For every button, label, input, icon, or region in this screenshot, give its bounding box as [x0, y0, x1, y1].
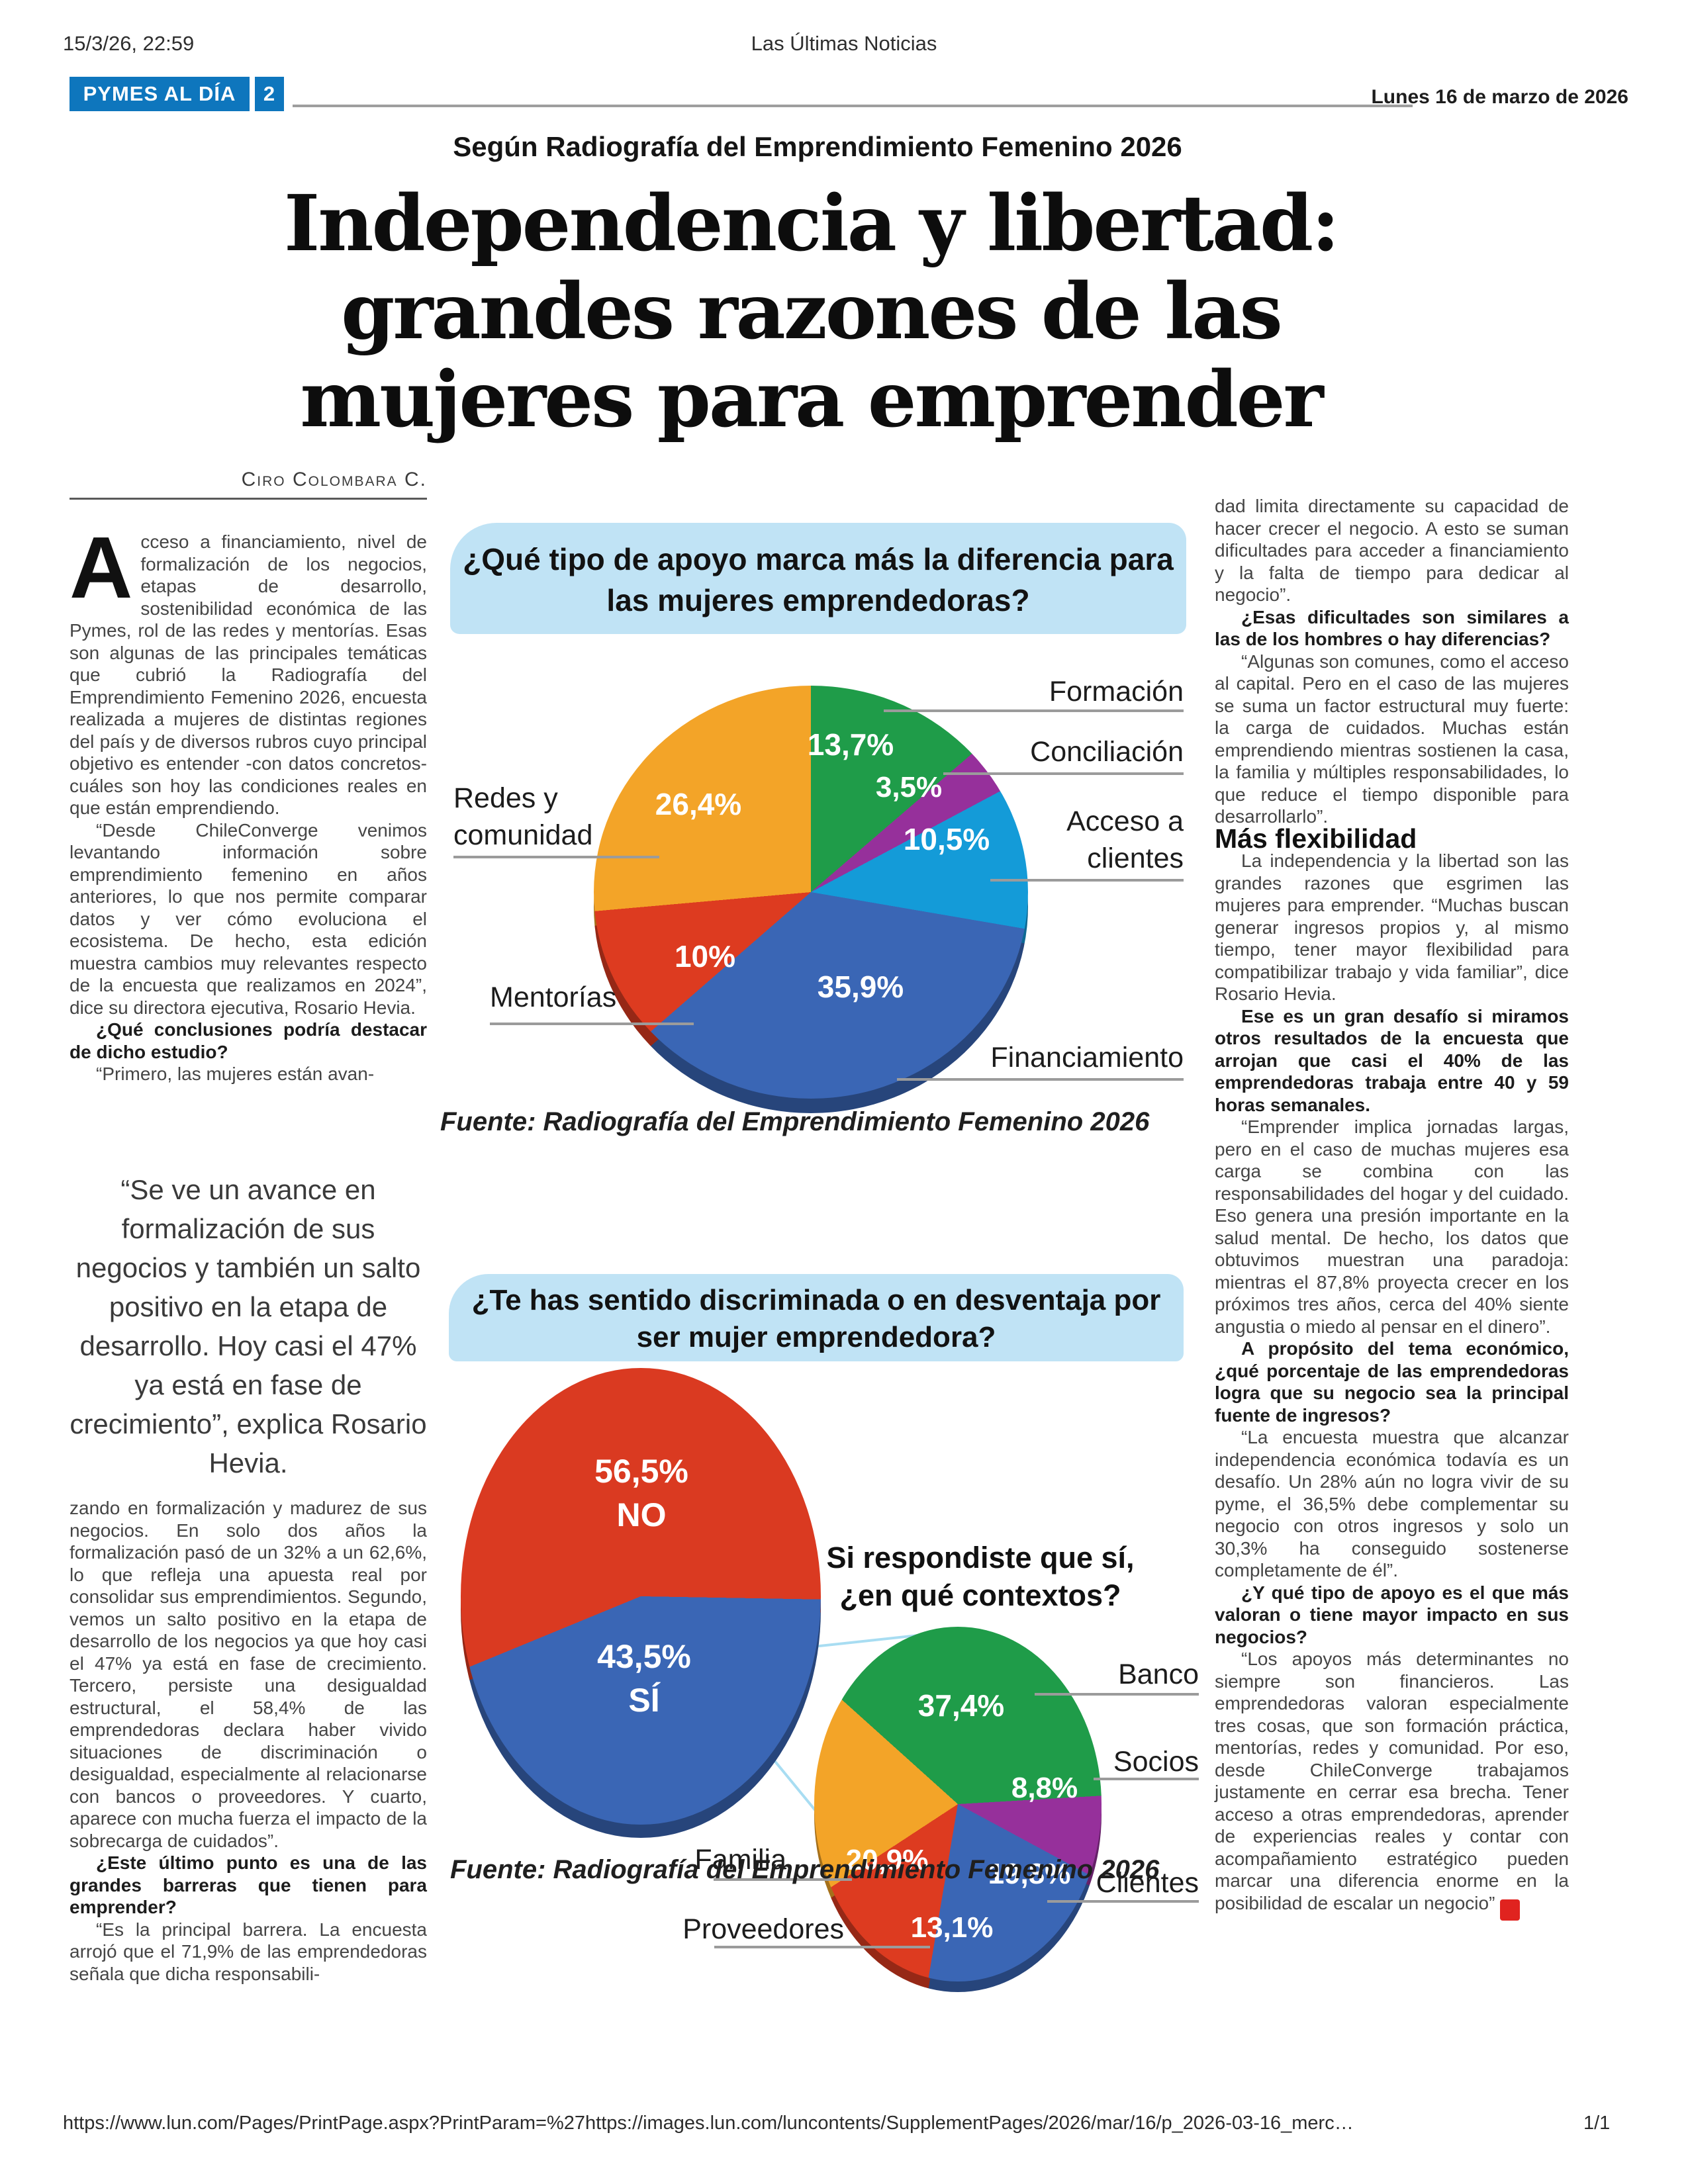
pie3-value-banco: 37,4% [917, 1688, 1005, 1723]
pie1-label-formacion: Formación [1049, 676, 1184, 707]
question-paragraph: ¿Este último punto es una de las grandes… [70, 1852, 427, 1917]
headline-line-2: grandes razones de las [341, 267, 1283, 357]
pie1-value-conciliacion: 3,5% [875, 771, 943, 803]
pie1-label-conciliacion: Conciliación [1030, 736, 1184, 768]
left-column-bottom: zando en formalización y madurez de sus … [70, 1497, 427, 1985]
footer-page-indicator: 1/1 [1583, 2113, 1611, 2134]
pie3-label-socios: Socios [1113, 1746, 1199, 1778]
pie1-value-redes: 26,4% [655, 787, 742, 821]
header-rule [293, 105, 1413, 107]
headline: Independencia y libertad: grandes razone… [113, 180, 1509, 444]
subhead: Más flexibilidad [1215, 823, 1417, 854]
pie3-label-proveedores: Proveedores [682, 1913, 844, 1945]
pie1-value-formacion: 13,7% [807, 727, 894, 762]
paragraph-text: cceso a financiamiento, nivel de formali… [70, 531, 427, 818]
chart2b-subtitle: Si respondiste que sí, ¿en qué contextos… [826, 1541, 1135, 1612]
pie1-leader-mentorias [490, 1023, 694, 1025]
pie3-label-banco: Banco [1118, 1659, 1199, 1690]
article-end-mark-icon: ▲ [1500, 1899, 1536, 1921]
pie1-leader-formacion [884, 709, 1184, 712]
chart-support-types: ¿Qué tipo de apoyo marca más la diferenc… [437, 513, 1188, 1168]
chart2-title: ¿Te has sentido discriminada o en desven… [449, 1274, 1184, 1361]
pie1-leader-redes [453, 856, 659, 858]
paragraph: “Primero, las mujeres están avan- [96, 1064, 375, 1084]
pie3-label-clientes: Clientes [1096, 1867, 1199, 1899]
pie2-label-no: NO [616, 1496, 667, 1533]
paragraph: La independencia y la libertad son las g… [1215, 850, 1569, 1004]
section-badge: PYMES AL DÍA [70, 77, 250, 111]
pie3-label-familia: Familia [694, 1844, 786, 1876]
kicker: Según Radiografía del Emprendimiento Fem… [453, 131, 1182, 162]
pie3-leader-proveedores [714, 1946, 930, 1948]
pie3-value-socios: 8,8% [1011, 1772, 1078, 1804]
chart1-source: Fuente: Radiografía del Emprendimiento F… [440, 1107, 1150, 1136]
pie3 [814, 1627, 1102, 1981]
pie3-value-clientes: 19,8% [988, 1858, 1071, 1890]
question-paragraph: A propósito del tema económico, ¿qué por… [1215, 1338, 1569, 1426]
pie3-value-proveedores: 13,1% [910, 1911, 994, 1944]
pie1-label-redes: Redes y comunidad [453, 782, 593, 851]
paragraph: “Es la principal barrera. La encuesta ar… [70, 1919, 427, 1984]
paragraph: “Desde ChileConverge venimos levantando … [70, 819, 427, 1018]
paragraph: dad limita directamente su capacidad de … [1215, 496, 1569, 605]
pie1-value-mentorias: 10% [674, 939, 736, 974]
pie2-value-si: 43,5% [597, 1638, 691, 1675]
question-paragraph: ¿Qué conclusiones podría destacar de dic… [70, 1019, 427, 1062]
pie1-label-mentorias: Mentorías [490, 981, 617, 1013]
pie1-leader-financiamiento [897, 1078, 1184, 1081]
paragraph-text: “Los apoyos más determinantes no siempre… [1215, 1649, 1569, 1913]
footer-url: https://www.lun.com/Pages/PrintPage.aspx… [63, 2113, 1354, 2134]
pie1 [594, 686, 1028, 1099]
headline-line-3: mujeres para emprender [300, 355, 1323, 445]
bold-paragraph: Ese es un gran desafío si miramos otros … [1215, 1005, 1569, 1115]
pie1-label-acceso: Acceso a clientes [1066, 805, 1184, 874]
right-column: dad limita directamente su capacidad de … [1215, 495, 1569, 1921]
pie2 [461, 1368, 821, 1825]
pie1-value-financiamiento: 35,9% [817, 970, 904, 1004]
print-timestamp: 15/3/26, 22:59 [63, 32, 195, 55]
pie1-leader-conciliacion [943, 772, 1184, 775]
pie1-label-financiamiento: Financiamiento [990, 1042, 1184, 1073]
paragraph: zando en formalización y madurez de sus … [70, 1498, 427, 1851]
page-number-badge: 2 [255, 77, 284, 111]
edition-date: Lunes 16 de marzo de 2026 [1371, 86, 1628, 108]
pie2-label-si: SÍ [628, 1682, 660, 1719]
paragraph: “Los apoyos más determinantes no siempre… [1215, 1648, 1569, 1921]
byline: Ciro Colombara C. [70, 469, 427, 500]
pie3-leader-banco [1035, 1693, 1199, 1696]
chart2-source: Fuente: Radiografía del Emprendimiento F… [450, 1855, 1160, 1884]
chart1-title: ¿Qué tipo de apoyo marca más la diferenc… [450, 523, 1186, 634]
pie1-value-acceso: 10,5% [903, 822, 990, 856]
site-title: Las Últimas Noticias [751, 32, 937, 55]
pie3-leader-socios [1094, 1778, 1199, 1780]
pie3-leader-clientes [1047, 1900, 1199, 1903]
pie3-leader-familia [714, 1878, 852, 1881]
pie1-leader-acceso [990, 879, 1184, 882]
paragraph: “La encuesta muestra que alcanzar indepe… [1215, 1427, 1569, 1580]
drop-cap: A [70, 519, 133, 616]
paragraph: “Algunas son comunes, como el acceso al … [1215, 651, 1569, 827]
headline-line-1: Independencia y libertad: [284, 179, 1340, 269]
pie2-value-no: 56,5% [594, 1453, 688, 1490]
question-paragraph: ¿Esas dificultades son similares a las d… [1215, 606, 1569, 650]
chart-discrimination: ¿Te has sentido discriminada o en desven… [410, 1274, 1225, 1999]
pull-quote: “Se ve un avance en formalización de sus… [70, 1174, 427, 1479]
pie3-value-familia: 20,9% [845, 1844, 929, 1876]
paragraph: “Emprender implica jornadas largas, pero… [1215, 1116, 1569, 1337]
question-paragraph: ¿Y qué tipo de apoyo es el que más valor… [1215, 1582, 1569, 1647]
